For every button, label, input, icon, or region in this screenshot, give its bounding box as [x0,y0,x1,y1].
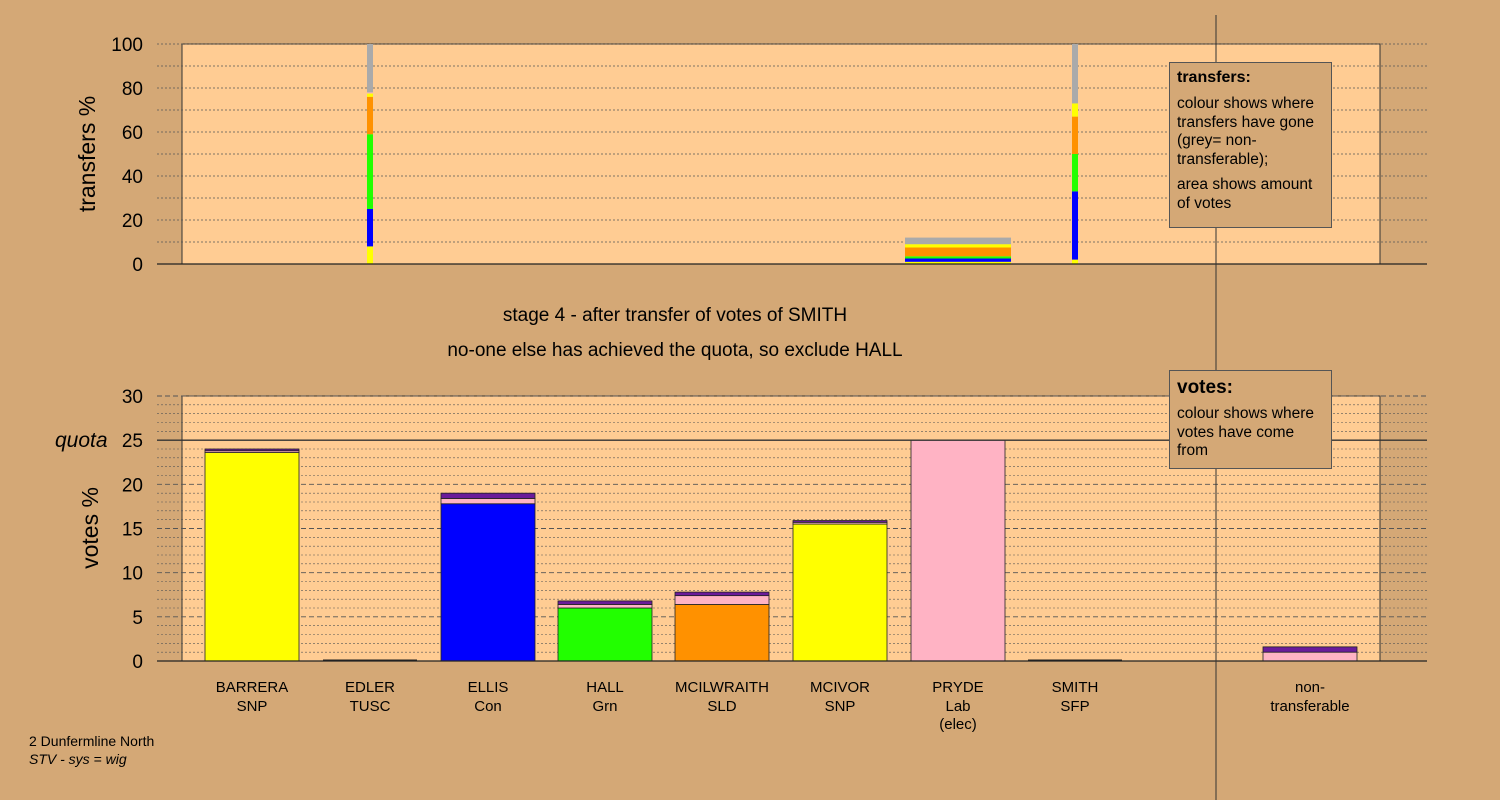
stage-subtitle: no-one else has achieved the quota, so e… [447,340,903,361]
vote-segment-mcivor [792,520,888,523]
vote-segment-pryde [910,439,1006,662]
transfer-segment-edler [367,93,373,97]
votes-tick-label: 5 [132,608,143,629]
votes-legend: votes: colour shows where votes have com… [1169,370,1332,469]
transfers-tick-label: 0 [132,255,143,276]
transfer-segment-smith [1072,103,1078,117]
candidate-party: SLD [707,697,737,715]
transfer-segment-edler [367,92,373,94]
transfer-segment-smith [1072,116,1078,154]
candidate-name: HALL [586,679,624,696]
transfers-legend-title: transfers: [1177,69,1251,86]
transfer-segment-pryde [905,258,1011,262]
candidate-name: PRYDE [932,679,984,696]
transfer-segment-pryde [905,247,1011,257]
candidate-party: Con [474,697,502,715]
transfers-tick-label: 80 [122,79,143,100]
votes-tick-label: 30 [122,387,143,408]
votes-legend-text: colour shows where votes have come from [1177,405,1314,459]
vote-segment-mcilwraith [674,604,770,662]
vote-segment-mcivor [792,523,888,662]
candidate-party: transferable [1270,697,1350,715]
votes-tick-label: 25 [122,431,143,452]
candidate-label: PRYDE Lab (elec) [898,679,1018,735]
votes-tick-label: 0 [132,652,143,673]
transfers-legend-text-2: area shows amount of votes [1177,176,1313,212]
vote-segment-non-transferable [1262,651,1358,662]
candidate-name: BARRERA [215,679,289,696]
transfer-segment-edler [367,209,373,247]
vote-segment-mcilwraith [674,595,770,605]
votes-axis-label: votes % [77,487,103,569]
transfer-segment-smith [1072,154,1078,192]
candidate-name: SMITH [1051,679,1099,696]
candidate-label: HALL Grn [545,679,665,716]
candidate-label: EDLER TUSC [310,679,430,716]
candidate-label: MCILWRAITH SLD [662,679,782,716]
candidate-name: ELLIS [467,679,509,696]
transfer-segment-edler [367,44,373,93]
transfers-tick-label: 40 [122,167,143,188]
votes-legend-title: votes: [1177,377,1233,398]
votes-tick-label: 15 [122,520,143,541]
footer-area: 2 Dunfermline North [29,733,155,749]
transfer-segment-pryde [905,261,1011,264]
transfer-segment-smith [1072,191,1078,260]
transfers-tick-label: 20 [122,211,143,232]
vote-segment-hall [557,604,653,609]
candidate-name: MCIVOR [810,679,870,696]
votes-tick-label: 20 [122,475,143,496]
candidate-party: Grn [592,697,618,715]
transfers-tick-label: 60 [122,123,143,144]
transfers-axis-label: transfers % [74,96,100,212]
candidate-name: EDLER [344,679,396,696]
footer-system: STV - sys = wig [29,751,127,767]
quota-label: quota [55,429,108,452]
candidate-name: MCILWRAITH [675,679,769,696]
vote-segment-hall [557,607,653,662]
transfers-legend-text-1: colour shows where transfers have gone (… [1177,95,1315,168]
candidate-name: non- [1294,679,1326,696]
candidate-party: Lab [945,697,971,715]
transfers-legend: transfers: colour shows where transfers … [1169,62,1332,228]
vote-segment-ellis [440,492,536,499]
vote-segment-hall [557,600,653,605]
transfer-segment-pryde [905,237,1011,245]
candidate-label: SMITH SFP [1015,679,1135,716]
candidate-label: non-transferable [1250,679,1370,716]
transfer-segment-smith [1072,44,1078,104]
transfers-tick-label: 100 [111,35,143,56]
candidate-note: (elec) [939,716,977,733]
candidate-label: MCIVOR SNP [780,679,900,716]
candidate-party: SFP [1060,697,1090,715]
stage-title: stage 4 - after transfer of votes of SMI… [502,305,848,326]
transfer-segment-edler [367,96,373,135]
transfer-segment-smith [1072,259,1078,264]
transfer-segment-pryde [905,244,1011,248]
candidate-party: SNP [236,697,268,715]
candidate-party: TUSC [349,697,391,715]
vote-segment-ellis [440,503,536,662]
candidate-party: SNP [824,697,856,715]
candidate-label: BARRERA SNP [192,679,312,716]
transfer-segment-edler [367,246,373,264]
vote-segment-ellis [440,498,536,505]
vote-segment-non-transferable [1262,646,1358,653]
votes-tick-label: 10 [122,564,143,585]
transfer-segment-edler [367,134,373,209]
vote-segment-mcilwraith [674,591,770,597]
vote-segment-barrera [204,452,300,662]
transfer-segment-pryde [905,256,1011,259]
candidate-label: ELLIS Con [428,679,548,716]
vote-segment-barrera [204,448,300,452]
